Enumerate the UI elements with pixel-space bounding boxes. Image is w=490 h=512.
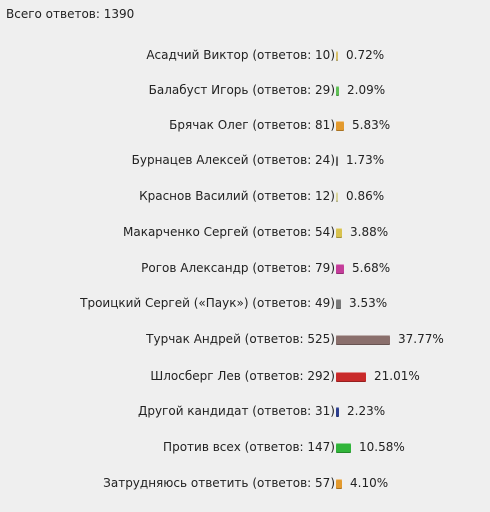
result-percent: 37.77% <box>398 332 444 346</box>
result-bar <box>336 86 339 96</box>
result-bar <box>336 51 338 61</box>
result-bar <box>336 372 366 382</box>
option-label: Турчак Андрей (ответов: 525) <box>146 332 335 346</box>
result-bar <box>336 443 351 453</box>
poll-row: Макарченко Сергей (ответов: 54) 3.88% <box>0 223 490 243</box>
option-label: Асадчий Виктор (ответов: 10) <box>146 48 335 62</box>
result-percent: 3.53% <box>349 296 388 310</box>
result-bar <box>336 264 344 274</box>
poll-row: Другой кандидат (ответов: 31) 2.23% <box>0 402 490 422</box>
option-label: Против всех (ответов: 147) <box>163 440 335 454</box>
result-bar <box>336 299 341 309</box>
result-percent: 2.09% <box>347 83 386 97</box>
poll-row: Асадчий Виктор (ответов: 10) 0.72% <box>0 46 490 66</box>
option-label: Краснов Василий (ответов: 12) <box>139 189 335 203</box>
result-percent: 1.73% <box>346 153 385 167</box>
poll-row: Рогов Александр (ответов: 79) 5.68% <box>0 259 490 279</box>
option-label: Затрудняюсь ответить (ответов: 57) <box>103 476 335 490</box>
result-bar <box>336 121 344 131</box>
result-percent: 10.58% <box>359 440 405 454</box>
result-bar <box>336 335 390 345</box>
result-percent: 5.83% <box>352 118 391 132</box>
option-label: Балабуст Игорь (ответов: 29) <box>148 83 335 97</box>
poll-row: Балабуст Игорь (ответов: 29) 2.09% <box>0 81 490 101</box>
result-percent: 4.10% <box>350 476 389 490</box>
result-bar <box>336 156 338 166</box>
poll-row: Против всех (ответов: 147) 10.58% <box>0 438 490 458</box>
result-bar <box>336 228 342 238</box>
poll-row: Троицкий Сергей («Паук») (ответов: 49) 3… <box>0 294 490 314</box>
result-bar <box>336 479 342 489</box>
option-label: Рогов Александр (ответов: 79) <box>141 261 335 275</box>
option-label: Другой кандидат (ответов: 31) <box>137 404 335 418</box>
poll-row: Краснов Василий (ответов: 12) 0.86% <box>0 187 490 207</box>
option-label: Троицкий Сергей («Паук») (ответов: 49) <box>80 296 335 310</box>
result-percent: 0.86% <box>346 189 385 203</box>
result-bar <box>336 192 338 202</box>
poll-row: Бурнацев Алексей (ответов: 24) 1.73% <box>0 151 490 171</box>
poll-row: Шлосберг Лев (ответов: 292) 21.01% <box>0 367 490 387</box>
poll-row: Брячак Олег (ответов: 81) 5.83% <box>0 116 490 136</box>
poll-row: Затрудняюсь ответить (ответов: 57) 4.10% <box>0 474 490 494</box>
option-label: Бурнацев Алексей (ответов: 24) <box>131 153 335 167</box>
result-bar <box>336 407 339 417</box>
option-label: Шлосберг Лев (ответов: 292) <box>150 369 335 383</box>
result-percent: 5.68% <box>352 261 391 275</box>
result-percent: 2.23% <box>347 404 386 418</box>
result-percent: 21.01% <box>374 369 420 383</box>
result-percent: 3.88% <box>350 225 389 239</box>
result-percent: 0.72% <box>346 48 385 62</box>
option-label: Брячак Олег (ответов: 81) <box>169 118 335 132</box>
option-label: Макарченко Сергей (ответов: 54) <box>122 225 335 239</box>
poll-row: Турчак Андрей (ответов: 525) 37.77% <box>0 330 490 350</box>
total-answers: Всего ответов: 1390 <box>6 7 135 21</box>
